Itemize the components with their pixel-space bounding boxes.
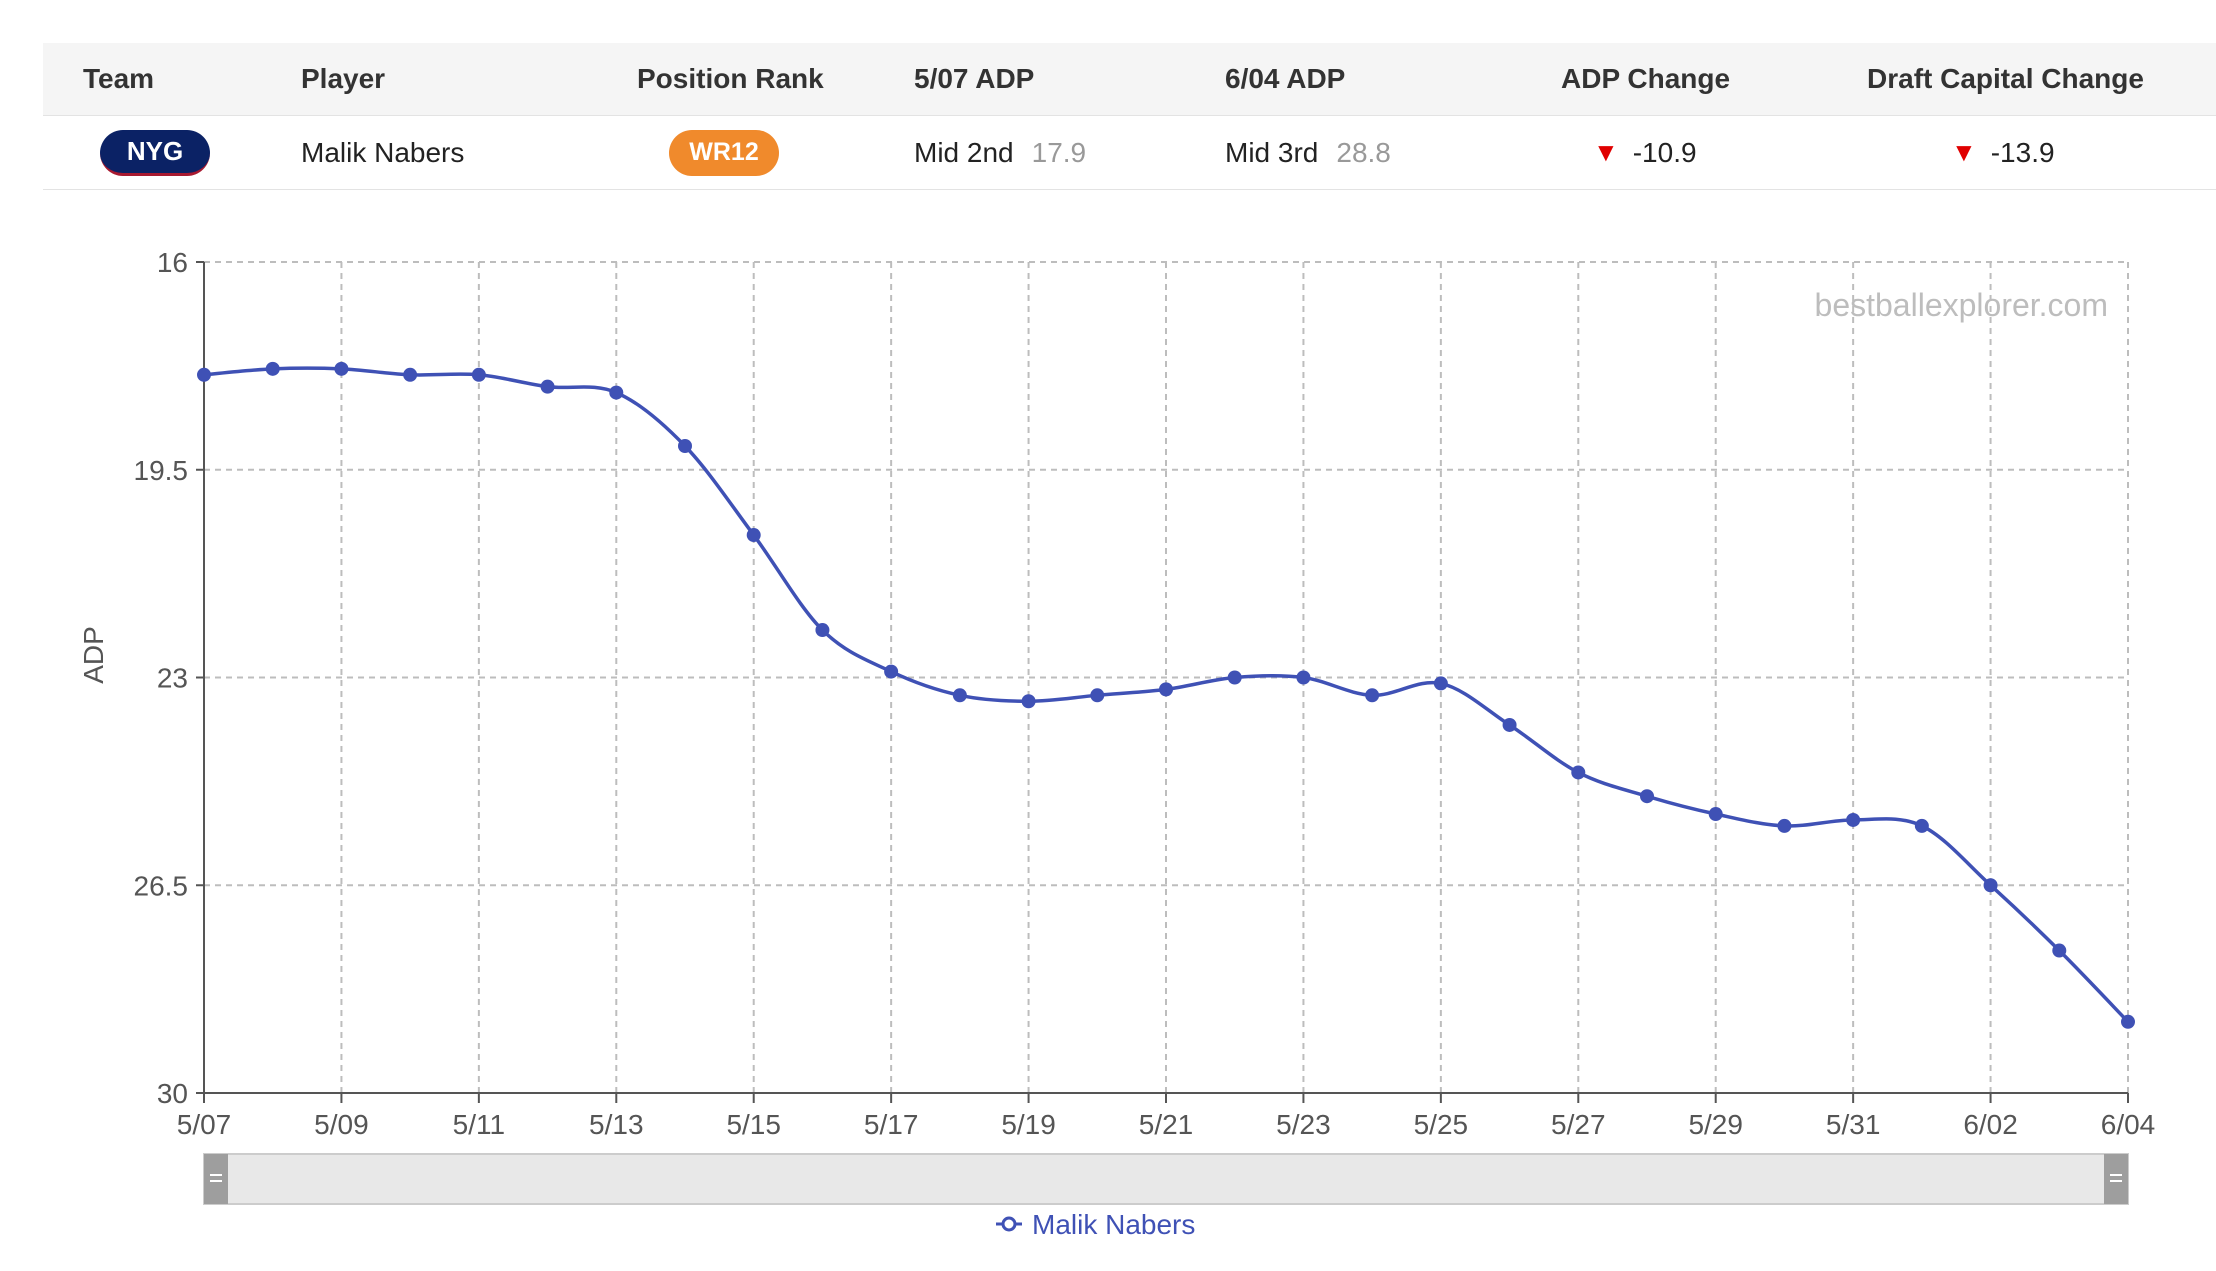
team-badge: NYG (100, 129, 210, 176)
y-tick-label: 16 (157, 247, 188, 278)
data-point[interactable] (678, 439, 692, 454)
legend-label: Malik Nabers (1032, 1209, 1195, 1240)
position-rank-cell: WR12 (669, 116, 779, 189)
data-point[interactable] (815, 623, 830, 638)
data-point[interactable] (1571, 765, 1586, 780)
draft-capital-change-value: -13.9 (1990, 136, 2055, 168)
x-tick-label: 5/07 (177, 1109, 232, 1140)
data-point[interactable] (609, 385, 624, 400)
x-tick-label: 5/31 (1826, 1109, 1881, 1140)
header-adp-start[interactable]: 5/07 ADP (914, 63, 1035, 94)
data-point[interactable] (1983, 878, 1998, 893)
adp-change-value: -10.9 (1632, 136, 1697, 168)
legend-marker-icon (1001, 1216, 1017, 1232)
x-tick-label: 5/17 (864, 1109, 919, 1140)
x-tick-label: 6/04 (2101, 1109, 2156, 1140)
y-tick-label: 23 (157, 663, 188, 694)
data-point[interactable] (1846, 812, 1861, 827)
data-point[interactable] (471, 367, 486, 382)
data-point[interactable] (334, 361, 349, 376)
x-tick-label: 5/21 (1139, 1109, 1194, 1140)
data-point[interactable] (1777, 818, 1792, 833)
down-arrow-icon: ▼ (1951, 137, 1977, 167)
data-point[interactable] (1296, 670, 1311, 685)
x-tick-label: 5/19 (1001, 1109, 1056, 1140)
adp-start-value: 17.9 (1031, 136, 1087, 168)
adp-change-cell: ▼ -10.9 (1593, 116, 1697, 189)
data-point[interactable] (2052, 943, 2067, 958)
adp-end-value: 28.8 (1336, 136, 1391, 168)
y-tick-label: 26.5 (134, 870, 189, 901)
data-point[interactable] (884, 664, 899, 679)
adp-start-round: Mid 2nd (914, 136, 1014, 168)
data-point[interactable] (1433, 676, 1448, 691)
header-player[interactable]: Player (301, 63, 386, 94)
data-point[interactable] (2121, 1014, 2135, 1029)
data-point[interactable] (1914, 818, 1929, 833)
header-team[interactable]: Team (83, 63, 155, 94)
x-tick-label: 5/09 (314, 1109, 369, 1140)
data-point[interactable] (952, 688, 967, 703)
data-point[interactable] (1365, 688, 1380, 703)
chart-legend[interactable]: Malik Nabers (996, 1209, 1195, 1240)
x-tick-label: 5/25 (1414, 1109, 1469, 1140)
chart-grid (203, 261, 2129, 1094)
data-point[interactable] (197, 367, 211, 382)
x-tick-label: 5/29 (1688, 1109, 1743, 1140)
adp-end-round: Mid 3rd (1225, 136, 1319, 168)
navigator-track (203, 1153, 2129, 1205)
navigator-handle-left (204, 1154, 228, 1204)
table-header-row: Team Player Position Rank 5/07 ADP 6/04 … (43, 43, 2216, 116)
chart-axes: 16 19.5 23 26.5 305/07 5/09 5/11 5/13 5/15 5/17 5/… (134, 247, 2156, 1140)
watermark: bestballexplorer.com (1815, 287, 2108, 323)
y-tick-label: 30 (157, 1078, 188, 1109)
x-tick-label: 6/02 (1963, 1109, 2018, 1140)
data-point[interactable] (1640, 789, 1654, 804)
header-position-rank[interactable]: Position Rank (637, 63, 824, 94)
position-rank-badge: WR12 (669, 129, 779, 176)
data-point[interactable] (540, 379, 555, 394)
navigator-handle-right (2104, 1154, 2128, 1204)
series-group (197, 361, 2135, 1029)
x-tick-label: 5/11 (453, 1109, 505, 1140)
adp-end-cell: Mid 3rd 28.8 (1225, 116, 1391, 189)
data-point[interactable] (403, 367, 418, 382)
header-draft-capital-change[interactable]: Draft Capital Change (1867, 63, 2144, 94)
x-tick-label: 5/23 (1276, 1109, 1331, 1140)
data-point[interactable] (1021, 694, 1036, 709)
data-point[interactable] (265, 361, 280, 376)
adp-start-cell: Mid 2nd 17.9 (914, 116, 1086, 189)
data-point[interactable] (1502, 717, 1517, 732)
data-point[interactable] (1708, 807, 1723, 822)
player-name[interactable]: Malik Nabers (301, 136, 465, 168)
y-axis-label: ADP (78, 626, 109, 684)
x-tick-label: 5/15 (726, 1109, 781, 1140)
adp-table: Team Player Position Rank 5/07 ADP 6/04 … (43, 43, 2216, 190)
data-point[interactable] (1227, 670, 1242, 685)
header-adp-end[interactable]: 6/04 ADP (1225, 63, 1346, 94)
table-row: NYG Malik Nabers WR12 Mid 2nd 17.9 Mid 3… (43, 116, 2216, 190)
x-tick-label: 5/13 (589, 1109, 644, 1140)
data-point[interactable] (746, 528, 761, 543)
data-point[interactable] (1159, 682, 1173, 697)
data-point[interactable] (1090, 688, 1105, 703)
header-adp-change[interactable]: ADP Change (1561, 63, 1731, 94)
down-arrow-icon: ▼ (1593, 137, 1619, 167)
range-navigator[interactable] (203, 1153, 2129, 1205)
draft-capital-change-cell: ▼ -13.9 (1951, 116, 2055, 189)
team-cell: NYG (100, 116, 210, 189)
y-tick-label: 19.5 (134, 455, 189, 486)
x-tick-label: 5/27 (1551, 1109, 1606, 1140)
